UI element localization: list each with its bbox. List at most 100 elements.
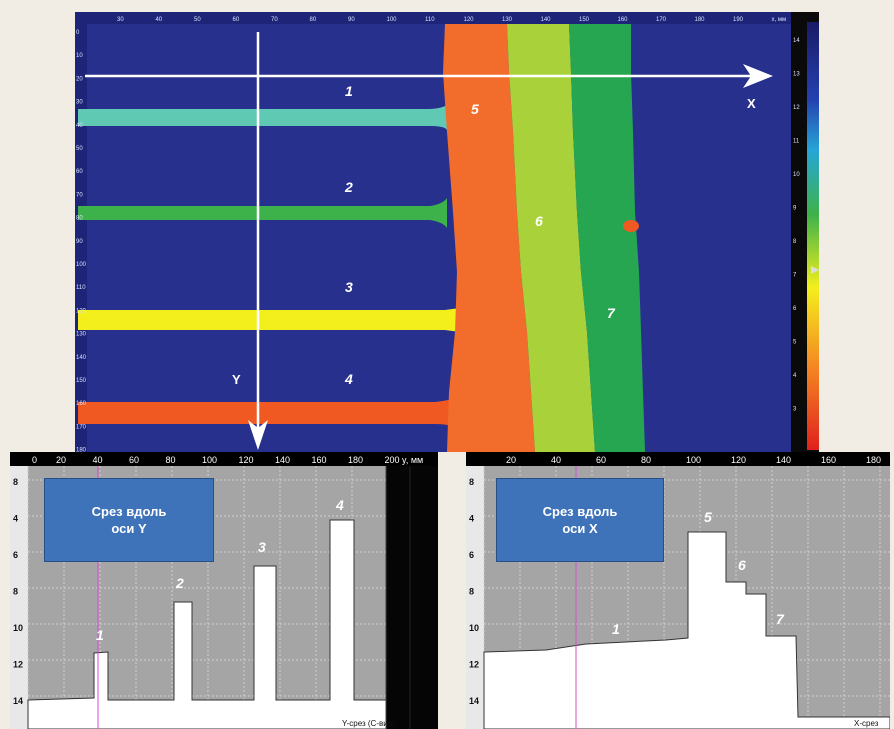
scale-tick-label: 8: [793, 239, 797, 245]
x-ruler-tick-label: 90: [348, 17, 355, 23]
x-ruler-tick-label: 40: [156, 17, 163, 23]
y-ruler-tick-label: 90: [76, 239, 83, 245]
x-slice-x-tick-label: 160: [821, 455, 836, 465]
scale-tick-label: 6: [793, 306, 797, 312]
y-slice-y-tick-label: 12: [13, 660, 23, 670]
scale-tick-label: 4: [793, 373, 797, 379]
y-ruler-tick-label: 40: [76, 123, 83, 129]
x-slice-x-tick-label: 20: [506, 455, 516, 465]
x-slice-x-tick-label: 40: [551, 455, 561, 465]
y-axis-letter: Y: [232, 372, 241, 387]
y-peak-label-1: 1: [96, 627, 104, 643]
x-slice-x-tick-label: 100: [686, 455, 701, 465]
scale-tick-label: 12: [793, 105, 800, 111]
y-ruler-ticks: 0 10 20 30 40 50 60 70 80 90 100 110 120 130 140 150 160…: [76, 30, 87, 452]
x-slice-x-tick-label: 180: [866, 455, 881, 465]
y-slice-y-tick-label: 4: [13, 514, 18, 524]
y-slice-x-tick-label: 200 y, мм: [385, 455, 424, 465]
x-slice-profile: [483, 531, 890, 729]
top-ruler: [75, 12, 791, 24]
scale-pointer-icon: [811, 266, 819, 274]
x-ruler-tick-label: 180: [695, 17, 706, 23]
x-ruler-tick-label: 130: [502, 17, 513, 23]
y-ruler-tick-label: 10: [76, 53, 83, 59]
y-peak-label-4: 4: [335, 497, 344, 513]
y-slice-y-tick-label: 14: [13, 696, 23, 706]
region-label-2: 2: [344, 179, 353, 195]
x-slice-y-tick-label: 8: [469, 477, 474, 487]
x-ruler-tick-label: 140: [541, 17, 552, 23]
y-ruler-tick-label: 80: [76, 216, 83, 222]
region-label-7: 7: [607, 305, 616, 321]
x-ruler-tick-label: 80: [310, 17, 317, 23]
x-slice-x-tick-label: 140: [776, 455, 791, 465]
stripe-4: [78, 396, 459, 430]
y-slice-x-tick-label: 40: [93, 455, 103, 465]
y-ruler-tick-label: 60: [76, 169, 83, 175]
y-slice-x-tick-label: 180: [348, 455, 363, 465]
y-slice-y-tick-label: 6: [13, 550, 18, 560]
x-ruler-tick-label: 70: [271, 17, 278, 23]
region-label-1: 1: [345, 83, 353, 99]
scale-tick-label: 7: [793, 273, 797, 279]
y-slice-empty-area: [386, 466, 438, 729]
x-slice-footer: X-срез: [854, 719, 879, 728]
stripe-1: [78, 104, 447, 130]
x-slice-y-tick-label: 14: [469, 696, 479, 706]
scale-tick-label: 11: [793, 139, 800, 145]
y-ruler-tick-label: 120: [76, 308, 87, 314]
stripe-3: [78, 308, 460, 332]
y-ruler-tick-label: 150: [76, 378, 87, 384]
x-peak-label-7: 7: [776, 611, 785, 627]
y-ruler-tick-label: 100: [76, 262, 87, 268]
y-slice-y-tick-label: 8: [13, 587, 18, 597]
x-slice-left-ruler: [466, 466, 484, 729]
depth-color-scale-bar: [807, 22, 819, 450]
x-slice-x-tick-label: 120: [731, 455, 746, 465]
x-slice-y-tick-label: 10: [469, 623, 479, 633]
y-slice-top-ruler: [10, 452, 386, 466]
y-peak-label-2: 2: [175, 575, 184, 591]
y-ruler-tick-label: 50: [76, 146, 83, 152]
x-slice-y-tick-label: 6: [469, 550, 474, 560]
x-ruler-tick-label: 30: [117, 17, 124, 23]
x-ruler-tick-label: 190: [733, 17, 744, 23]
y-slice-x-tick-label: 120: [239, 455, 254, 465]
y-slice-x-tick-label: 80: [166, 455, 176, 465]
region-label-5: 5: [471, 101, 479, 117]
y-slice-x-tick-label: 140: [275, 455, 290, 465]
zone-5: [443, 24, 535, 452]
scale-tick-label: 5: [793, 340, 797, 346]
y-ruler-tick-label: 180: [76, 448, 87, 452]
y-ruler-tick-label: 170: [76, 424, 87, 430]
x-ruler-tick-label: x, мм: [772, 17, 787, 23]
y-ruler-tick-label: 140: [76, 355, 87, 361]
y-peak-label-3: 3: [258, 539, 266, 555]
x-ruler-tick-label: 170: [656, 17, 667, 23]
y-ruler-tick-label: 110: [76, 285, 86, 291]
y-slice-y-tick-label: 8: [13, 477, 18, 487]
scale-tick-label: 9: [793, 206, 797, 212]
x-slice-x-tick-label: 60: [596, 455, 606, 465]
x-peak-label-1: 1: [612, 621, 620, 637]
y-slice-left-ruler: [10, 466, 28, 729]
x-slice-y-tick-label: 4: [469, 514, 474, 524]
x-slice-panel[interactable]: 20406080100120140160180x, мм 84681012140…: [466, 452, 890, 729]
x-axis-letter: X: [747, 96, 756, 111]
y-ruler-tick-label: 160: [76, 401, 87, 407]
scan-background: [75, 12, 791, 452]
x-ruler-tick-label: 60: [233, 17, 240, 23]
y-slice-y-tick-label: 10: [13, 623, 23, 633]
x-ruler-tick-label: 50: [194, 17, 201, 23]
y-slice-panel[interactable]: 0 20 40 60 80 100 120 140 160 180 200 y, мм 8 4 6 8 10…: [10, 452, 438, 729]
x-slice-x-tick-label: 80: [641, 455, 651, 465]
x-ruler-tick-label: 120: [464, 17, 475, 23]
x-ruler-tick-label: 160: [618, 17, 629, 23]
y-slice-footer: Y-срез (С-вид): [342, 719, 395, 728]
region-label-3: 3: [345, 279, 353, 295]
y-slice-x-tick-label: 60: [129, 455, 139, 465]
c-scan-view[interactable]: 30 40 50 60 70 80 90 100 110 120 130 140 150 160 170 18…: [75, 12, 819, 452]
y-ruler-tick-label: 0: [76, 30, 80, 36]
y-ruler-tick-label: 70: [76, 192, 83, 198]
x-slice-y-tick-label: 12: [469, 660, 479, 670]
